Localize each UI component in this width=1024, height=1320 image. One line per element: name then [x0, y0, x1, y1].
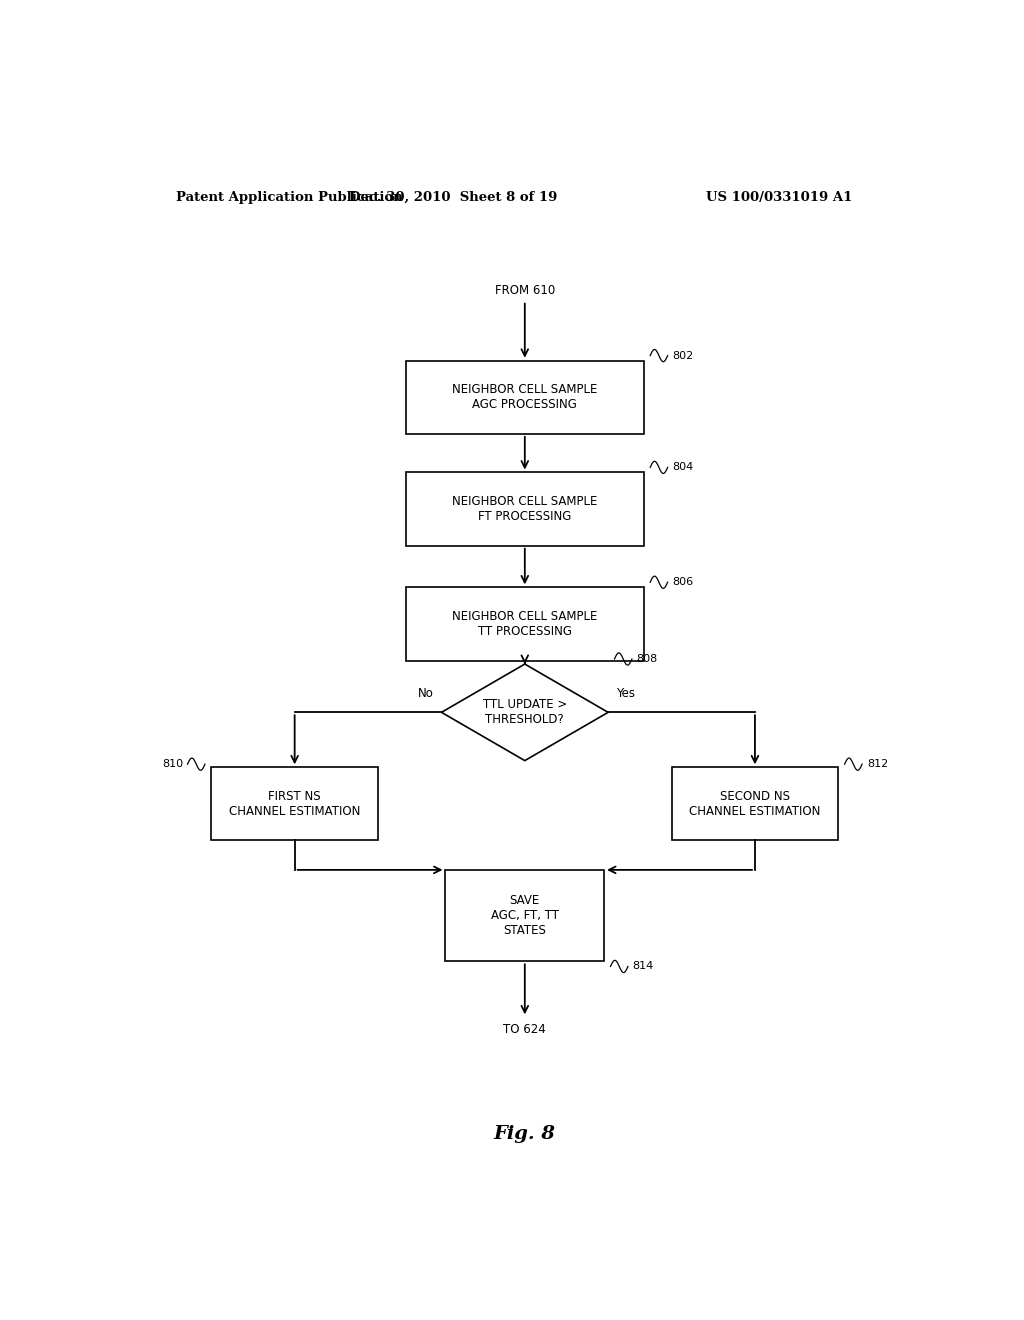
Text: NEIGHBOR CELL SAMPLE
AGC PROCESSING: NEIGHBOR CELL SAMPLE AGC PROCESSING — [453, 383, 597, 412]
Text: SAVE
AGC, FT, TT
STATES: SAVE AGC, FT, TT STATES — [490, 894, 559, 937]
Text: 802: 802 — [673, 351, 693, 360]
Text: Patent Application Publication: Patent Application Publication — [176, 190, 402, 203]
Text: 804: 804 — [673, 462, 693, 473]
Text: FIRST NS
CHANNEL ESTIMATION: FIRST NS CHANNEL ESTIMATION — [229, 789, 360, 818]
Text: TO 624: TO 624 — [504, 1023, 546, 1036]
FancyBboxPatch shape — [445, 870, 604, 961]
FancyBboxPatch shape — [672, 767, 839, 841]
FancyBboxPatch shape — [406, 360, 644, 434]
Polygon shape — [441, 664, 608, 760]
Text: Fig. 8: Fig. 8 — [494, 1125, 556, 1143]
FancyBboxPatch shape — [406, 587, 644, 660]
Text: 806: 806 — [673, 577, 693, 587]
Text: Dec. 30, 2010  Sheet 8 of 19: Dec. 30, 2010 Sheet 8 of 19 — [349, 190, 557, 203]
Text: TTL UPDATE >
THRESHOLD?: TTL UPDATE > THRESHOLD? — [482, 698, 567, 726]
Text: Yes: Yes — [616, 688, 635, 700]
Text: 812: 812 — [867, 759, 888, 770]
FancyBboxPatch shape — [211, 767, 378, 841]
FancyBboxPatch shape — [406, 473, 644, 545]
Text: SECOND NS
CHANNEL ESTIMATION: SECOND NS CHANNEL ESTIMATION — [689, 789, 820, 818]
Text: NEIGHBOR CELL SAMPLE
TT PROCESSING: NEIGHBOR CELL SAMPLE TT PROCESSING — [453, 610, 597, 638]
Text: 810: 810 — [163, 759, 183, 770]
Text: NEIGHBOR CELL SAMPLE
FT PROCESSING: NEIGHBOR CELL SAMPLE FT PROCESSING — [453, 495, 597, 523]
Text: No: No — [418, 688, 433, 700]
Text: 808: 808 — [637, 653, 658, 664]
Text: US 100/0331019 A1: US 100/0331019 A1 — [706, 190, 852, 203]
Text: FROM 610: FROM 610 — [495, 284, 555, 297]
Text: 814: 814 — [633, 961, 654, 972]
